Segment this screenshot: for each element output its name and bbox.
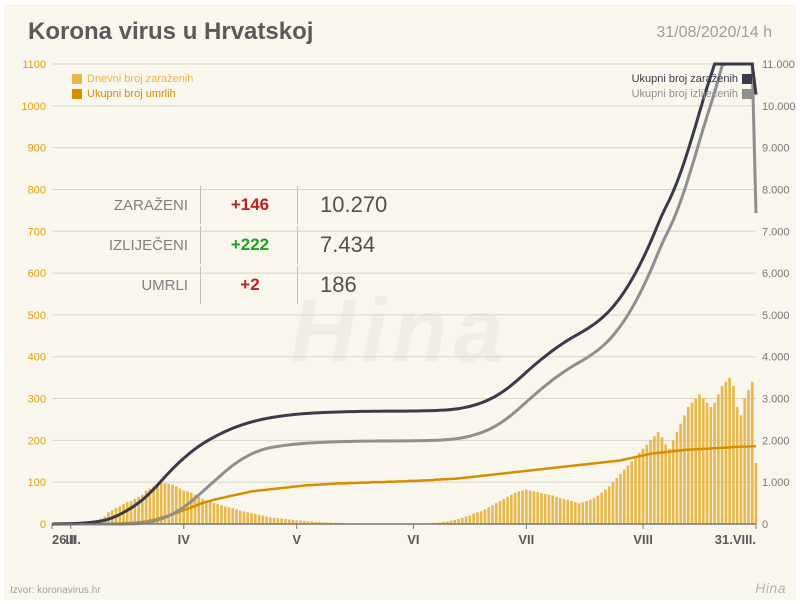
- svg-text:700: 700: [28, 226, 46, 238]
- svg-text:8.000: 8.000: [762, 184, 790, 196]
- svg-text:VIII: VIII: [633, 532, 653, 547]
- svg-text:600: 600: [28, 268, 46, 280]
- svg-text:Ukupni broj umrlih: Ukupni broj umrlih: [87, 88, 176, 100]
- svg-text:200: 200: [28, 435, 46, 447]
- svg-text:0: 0: [762, 519, 768, 531]
- svg-text:300: 300: [28, 394, 46, 406]
- svg-text:500: 500: [28, 310, 46, 322]
- svg-text:1.000: 1.000: [762, 477, 790, 489]
- svg-text:IV: IV: [178, 532, 191, 547]
- stats-label: IZLIJEČENI: [81, 226, 201, 264]
- svg-text:6.000: 6.000: [762, 268, 790, 280]
- svg-text:400: 400: [28, 352, 46, 364]
- stats-total: 186: [300, 266, 422, 304]
- svg-text:900: 900: [28, 143, 46, 155]
- svg-text:10.000: 10.000: [762, 101, 796, 113]
- svg-text:VII: VII: [518, 532, 534, 547]
- stats-row: UMRLI+2186: [81, 266, 422, 304]
- source-text: Izvor: koronavirus.hr: [10, 585, 101, 596]
- svg-text:11.000: 11.000: [762, 59, 795, 71]
- stats-label: ZARAŽENI: [81, 186, 201, 224]
- svg-text:Ukupni broj zaraženih: Ukupni broj zaraženih: [632, 73, 738, 85]
- svg-text:III: III: [65, 532, 76, 547]
- svg-text:4.000: 4.000: [762, 352, 790, 364]
- stats-total: 7.434: [300, 226, 422, 264]
- stats-label: UMRLI: [81, 266, 201, 304]
- chart-date: 31/08/2020/14 h: [656, 24, 772, 42]
- stats-total: 10.270: [300, 186, 422, 224]
- chart-card: Korona virus u Hrvatskoj 31/08/2020/14 h…: [0, 0, 800, 604]
- stats-table: ZARAŽENI+14610.270IZLIJEČENI+2227.434UMR…: [79, 184, 424, 306]
- chart-title: Korona virus u Hrvatskoj: [28, 18, 313, 46]
- stats-delta: +222: [203, 226, 298, 264]
- stats-delta: +2: [203, 266, 298, 304]
- svg-text:Ukupni broj izliječenih: Ukupni broj izliječenih: [632, 88, 738, 100]
- svg-text:3.000: 3.000: [762, 394, 790, 406]
- stats-row: IZLIJEČENI+2227.434: [81, 226, 422, 264]
- svg-text:1100: 1100: [22, 59, 46, 71]
- svg-text:800: 800: [28, 184, 46, 196]
- svg-text:31.VIII.: 31.VIII.: [715, 532, 756, 547]
- svg-text:1000: 1000: [22, 101, 46, 113]
- logo-text: Hina: [755, 580, 786, 596]
- svg-text:5.000: 5.000: [762, 310, 790, 322]
- svg-text:100: 100: [28, 477, 46, 489]
- stats-row: ZARAŽENI+14610.270: [81, 186, 422, 224]
- svg-text:0: 0: [40, 519, 46, 531]
- svg-text:VI: VI: [407, 532, 419, 547]
- stats-delta: +146: [203, 186, 298, 224]
- svg-text:V: V: [292, 532, 301, 547]
- svg-text:2.000: 2.000: [762, 435, 790, 447]
- svg-text:7.000: 7.000: [762, 226, 790, 238]
- chart-plot: 0 100 200 300 400 500 600 700 800 900 1000 1100 0 1.0…: [4, 54, 800, 564]
- svg-text:Dnevni broj zaraženih: Dnevni broj zaraženih: [87, 73, 193, 85]
- svg-text:9.000: 9.000: [762, 143, 790, 155]
